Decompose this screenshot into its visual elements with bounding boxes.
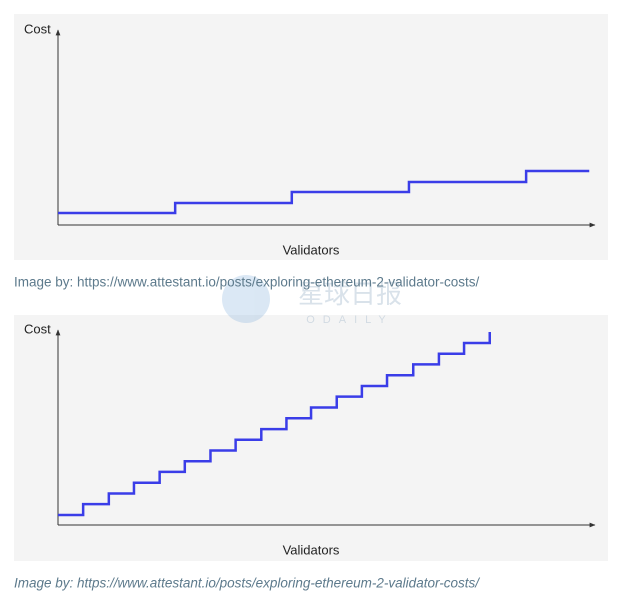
caption: Image by: https://www.attestant.io/posts… (14, 275, 479, 290)
step-line (58, 332, 491, 517)
x-axis-label: Validators (283, 242, 340, 257)
watermark-title: 星球日报 (298, 279, 402, 309)
chart-panel (14, 315, 608, 561)
x-axis-label: Validators (283, 542, 340, 557)
watermark-logo (222, 275, 270, 323)
watermark-subtitle: ODAILY (306, 314, 394, 326)
watermark: 星球日报 ODAILY (222, 275, 402, 326)
step-line (58, 169, 590, 215)
chart-panel (14, 14, 608, 260)
y-axis-label: Cost (24, 321, 51, 336)
caption: Image by: https://www.attestant.io/posts… (14, 576, 480, 591)
y-axis-label: Cost (24, 21, 51, 36)
